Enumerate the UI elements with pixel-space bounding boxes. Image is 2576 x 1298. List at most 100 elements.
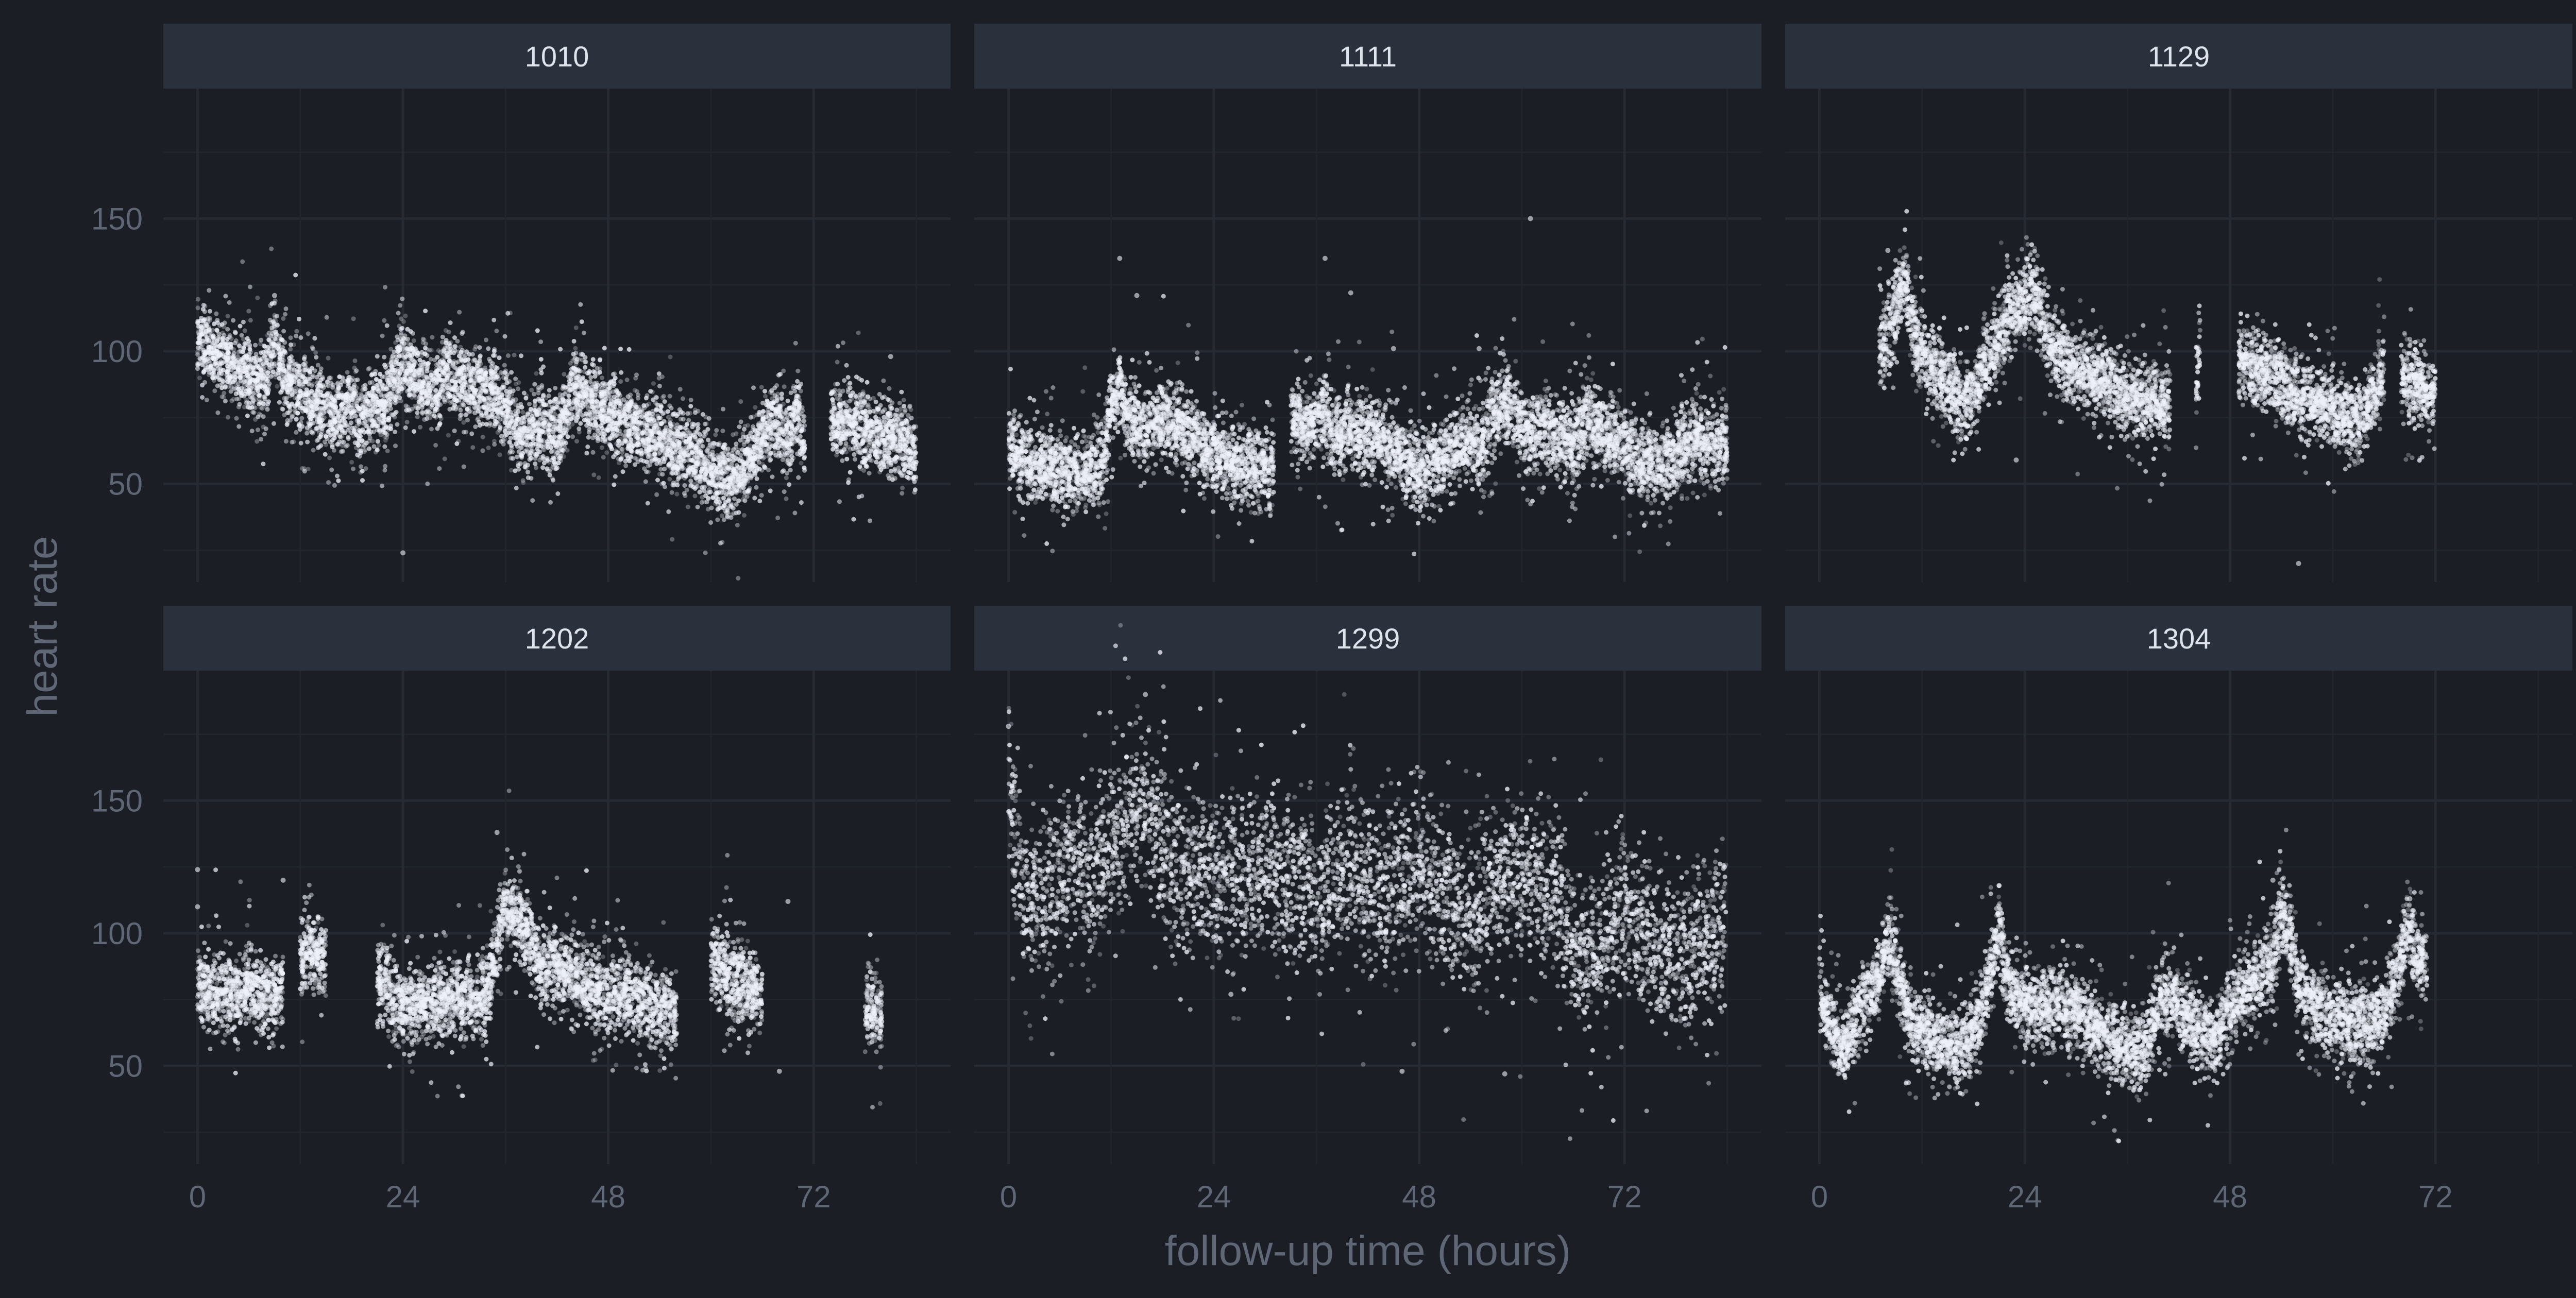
data-point: [238, 324, 243, 329]
data-point: [602, 400, 607, 405]
data-point: [377, 428, 382, 432]
data-point: [473, 357, 478, 362]
data-point: [406, 341, 411, 346]
data-point: [336, 479, 341, 483]
data-point: [266, 370, 270, 375]
data-point: [427, 381, 431, 385]
data-point: [378, 379, 383, 383]
data-point: [600, 445, 604, 450]
data-point: [583, 360, 587, 364]
data-point: [539, 411, 544, 416]
data-point: [200, 355, 205, 360]
data-point: [396, 362, 400, 366]
data-point: [429, 373, 433, 378]
data-point: [380, 383, 385, 388]
data-point: [425, 353, 430, 358]
data-point: [323, 452, 328, 457]
data-point: [335, 474, 340, 479]
data-point: [574, 326, 579, 330]
data-point: [590, 399, 595, 404]
data-point: [494, 329, 499, 333]
data-point: [567, 394, 571, 398]
data-point: [480, 448, 485, 453]
data-point: [472, 347, 477, 352]
data-point: [469, 409, 474, 414]
data-point: [415, 411, 420, 415]
data-point: [519, 453, 524, 458]
data-point: [556, 456, 561, 461]
data-point: [628, 402, 633, 407]
data-point: [566, 412, 570, 417]
data-point: [385, 323, 389, 328]
data-point: [332, 424, 337, 429]
data-point: [322, 394, 327, 398]
data-point: [429, 385, 434, 390]
data-point: [484, 337, 488, 342]
data-point: [317, 435, 321, 440]
data-point: [213, 361, 217, 366]
data-point: [219, 385, 224, 390]
data-point: [529, 407, 533, 412]
data-point: [382, 318, 386, 323]
data-point: [487, 423, 492, 428]
data-point: [608, 409, 613, 414]
data-point: [436, 348, 441, 353]
data-point: [245, 414, 250, 418]
data-point: [281, 367, 286, 371]
data-point: [625, 378, 630, 382]
data-point: [615, 428, 619, 433]
data-point: [234, 338, 239, 343]
data-point: [660, 395, 665, 400]
strip-label: 1010: [525, 40, 589, 73]
data-point: [308, 423, 312, 428]
data-point: [452, 397, 457, 402]
data-point: [406, 361, 411, 366]
data-point: [384, 424, 388, 429]
data-point: [555, 466, 560, 470]
data-point: [388, 402, 393, 406]
data-point: [587, 430, 591, 435]
data-point: [689, 398, 693, 402]
data-point: [647, 438, 651, 442]
data-point: [470, 445, 475, 450]
data-point: [658, 416, 663, 420]
data-point: [425, 482, 430, 486]
data-point: [505, 381, 510, 385]
data-point: [346, 379, 351, 383]
data-point: [563, 445, 567, 450]
data-point: [524, 394, 529, 398]
data-point: [205, 323, 209, 328]
data-point: [316, 363, 320, 367]
data-point: [341, 423, 346, 428]
data-point: [385, 394, 390, 399]
data-point: [300, 406, 305, 411]
data-point: [327, 375, 332, 380]
data-point: [351, 467, 355, 471]
data-point: [644, 447, 649, 451]
facet-panel-1010: 1010: [163, 24, 951, 582]
data-point: [464, 413, 468, 417]
data-point: [207, 328, 212, 332]
data-point: [535, 328, 540, 333]
data-point: [445, 354, 449, 359]
data-point: [596, 426, 601, 431]
data-point: [462, 465, 466, 469]
data-point: [384, 409, 389, 414]
data-point: [667, 403, 672, 408]
data-point: [670, 490, 674, 495]
data-point: [330, 385, 335, 390]
data-point: [469, 432, 474, 436]
data-point: [360, 478, 365, 483]
data-point: [294, 386, 298, 390]
data-point: [533, 462, 537, 466]
data-point: [492, 347, 497, 352]
data-point: [636, 434, 640, 439]
data-point: [281, 329, 286, 334]
data-point: [337, 426, 342, 431]
data-point: [373, 420, 378, 425]
data-point: [541, 447, 546, 452]
data-point: [267, 331, 272, 335]
data-point: [624, 440, 629, 445]
data-point: [574, 362, 579, 366]
data-point: [591, 363, 596, 368]
